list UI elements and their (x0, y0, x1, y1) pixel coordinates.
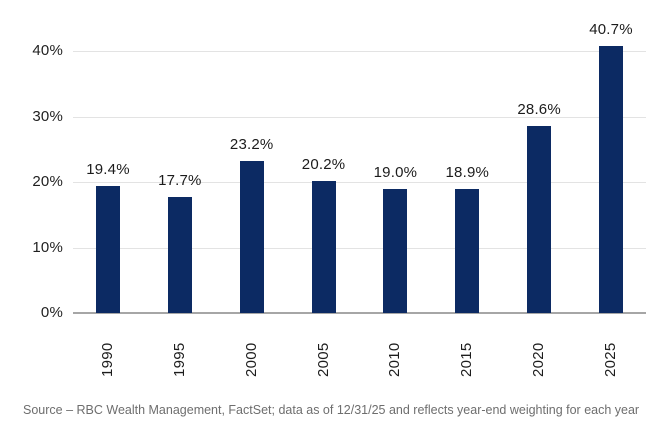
y-tick-label: 10% (32, 238, 63, 256)
bar-1995 (167, 197, 192, 313)
y-tick-label: 20% (32, 173, 63, 190)
bar-value-label: 18.9% (445, 164, 490, 182)
bar-2015 (455, 189, 480, 313)
x-tick-label: 2015 (458, 342, 476, 377)
x-tick-label: 1990 (99, 342, 116, 377)
gridline (73, 51, 646, 52)
bar-2000 (239, 161, 264, 313)
bar-1990 (96, 185, 120, 313)
x-tick-label: 2010 (386, 342, 404, 377)
bar-value-label: 28.6% (517, 100, 561, 118)
bar-2020 (527, 125, 552, 313)
y-tick-label: 40% (32, 42, 63, 59)
bar-value-label: 20.2% (301, 155, 346, 173)
source-note: Source – RBC Wealth Management, FactSet;… (23, 403, 640, 417)
x-tick-label: 2005 (314, 342, 332, 377)
x-tick-label: 2025 (601, 342, 619, 377)
bar-2025 (598, 46, 623, 313)
gridline (73, 182, 646, 183)
x-tick-label: 2020 (530, 342, 548, 377)
bar-value-label: 19.0% (373, 163, 418, 181)
y-tick-label: 30% (32, 107, 63, 125)
x-tick-label: 1995 (170, 342, 188, 377)
y-tick-label: 0% (40, 304, 63, 321)
x-tick-label: 2000 (242, 342, 260, 377)
bar-value-label: 23.2% (229, 136, 274, 154)
bar-value-label: 19.4% (86, 160, 130, 178)
gridline (73, 116, 646, 118)
x-axis-line (73, 312, 646, 314)
bar-value-label: 17.7% (158, 172, 202, 190)
bar-2005 (311, 180, 336, 313)
gridline (73, 247, 646, 249)
bar-2010 (383, 188, 408, 313)
bar-value-label: 40.7% (589, 21, 633, 39)
